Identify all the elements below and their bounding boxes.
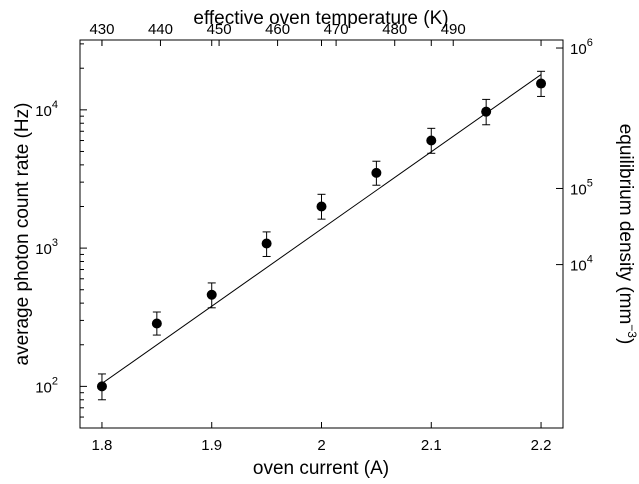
y-tick-base: 10 [35, 103, 52, 120]
data-point [261, 238, 272, 249]
x2-tick-label: 490 [441, 21, 466, 38]
y-tick-base: 10 [35, 379, 52, 396]
data-point [371, 167, 382, 178]
fit-line [101, 74, 542, 384]
x-tick-label: 1.8 [92, 437, 113, 454]
x2-tick-label: 450 [207, 21, 232, 38]
y2-tick-exponent: 5 [587, 177, 593, 189]
x2-tick-label: 480 [382, 21, 407, 38]
x2-axis-title: effective oven temperature (K) [193, 8, 448, 29]
y2-tick-exponent: 4 [587, 254, 593, 266]
y-tick-label: 102 [35, 375, 58, 396]
y2-tick-base: 10 [570, 258, 587, 275]
plot-area [79, 39, 564, 429]
y2-axis-title-text: equilibrium density (mm [615, 124, 636, 325]
x-axis-title: oven current (A) [253, 458, 389, 479]
y2-tick-label: 104 [570, 254, 593, 275]
y-tick-exponent: 2 [52, 375, 58, 387]
y-tick-label: 104 [35, 99, 58, 120]
y2-tick-label: 106 [570, 37, 593, 58]
y2-tick-base: 10 [570, 41, 587, 58]
x2-tick-label: 430 [89, 21, 114, 38]
y-axis-title: average photon count rate (Hz) [12, 103, 33, 366]
data-point [481, 106, 492, 117]
x-tick-label: 2.2 [531, 437, 552, 454]
x2-tick-label: 440 [148, 21, 173, 38]
y-tick-exponent: 3 [52, 237, 58, 249]
axis-ticks [80, 40, 563, 429]
x-tick-label: 2.1 [421, 437, 442, 454]
y2-axis-title-close: ) [615, 338, 636, 344]
data-point [536, 78, 547, 89]
x-tick-label: 1.9 [201, 437, 222, 454]
data-point [151, 318, 162, 329]
x2-tick-label: 470 [324, 21, 349, 38]
x-tick-label: 2 [317, 437, 325, 454]
y-tick-base: 10 [35, 241, 52, 258]
x2-tick-label: 460 [265, 21, 290, 38]
y-tick-exponent: 4 [52, 99, 58, 111]
y2-tick-exponent: 6 [587, 37, 593, 49]
y-tick-label: 103 [35, 237, 58, 258]
data-point [206, 289, 217, 300]
data-point [96, 381, 107, 392]
data-point [426, 135, 437, 146]
y2-tick-base: 10 [570, 181, 587, 198]
y2-axis-title: equilibrium density (mm−3) [615, 124, 639, 345]
data-point [316, 201, 327, 212]
y2-axis-title-exponent: −3 [625, 324, 639, 338]
y2-tick-label: 105 [570, 177, 593, 198]
data-marks [96, 70, 547, 401]
